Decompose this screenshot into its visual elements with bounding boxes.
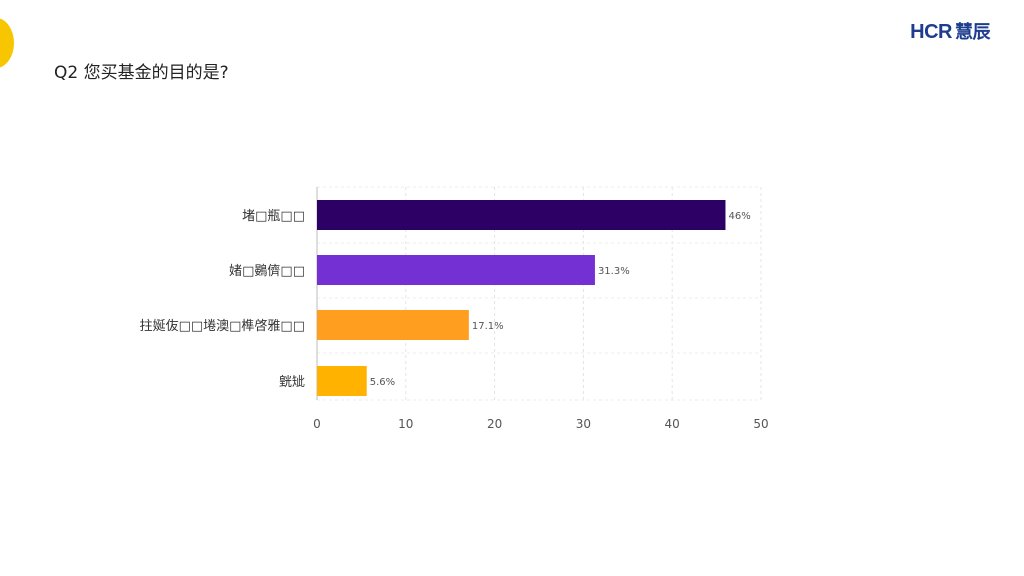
bar-0 bbox=[317, 200, 726, 230]
bar-2 bbox=[317, 310, 469, 340]
category-label-0: 堵□瓶□□ bbox=[242, 209, 305, 224]
value-label-2: 17.1% bbox=[472, 321, 504, 332]
value-label-3: 5.6% bbox=[370, 377, 395, 388]
category-label-2: 拄娫伖□□埢澳□榫啓雅□□ bbox=[140, 318, 305, 334]
question-title: Q2 您买基金的目的是? bbox=[54, 63, 229, 83]
category-label-1: 媎□鷃儕□□ bbox=[229, 263, 305, 279]
brand-logo: HCR 慧辰 bbox=[910, 18, 990, 44]
logo-cn-text: 慧辰 bbox=[955, 22, 991, 42]
bar-1 bbox=[317, 255, 595, 285]
logo-text: HCR bbox=[910, 21, 952, 43]
category-label-3: 皝䂑 bbox=[279, 375, 305, 390]
x-tick-label-2: 20 bbox=[487, 417, 502, 431]
x-tick-label-4: 40 bbox=[665, 417, 680, 431]
bar-3 bbox=[317, 366, 367, 396]
corner-decoration bbox=[0, 18, 14, 68]
x-tick-label-3: 30 bbox=[576, 417, 591, 431]
x-tick-label-1: 10 bbox=[398, 417, 413, 431]
value-label-1: 31.3% bbox=[598, 266, 630, 277]
x-tick-label-5: 50 bbox=[753, 417, 768, 431]
x-tick-label-0: 0 bbox=[313, 417, 321, 431]
value-label-0: 46% bbox=[728, 211, 750, 222]
